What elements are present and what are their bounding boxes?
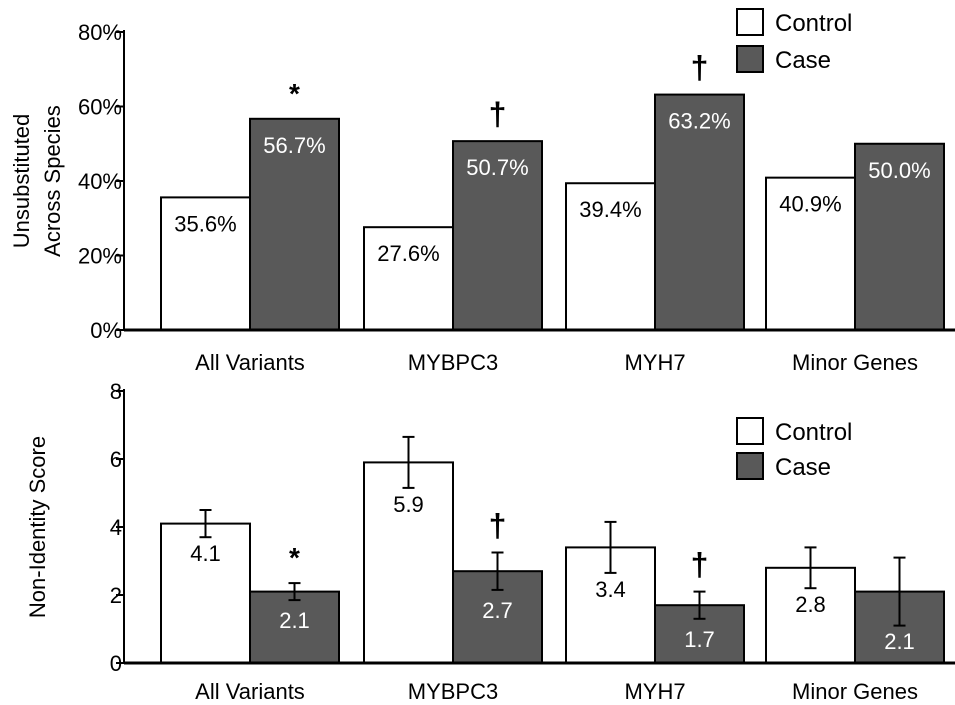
bar-value-label: 35.6% — [174, 211, 236, 236]
x-tick-label: MYBPC3 — [408, 350, 498, 375]
bar-value-label: 63.2% — [668, 109, 730, 134]
bar-value-label: 2.1 — [884, 629, 915, 654]
significance-marker: * — [289, 78, 300, 109]
bar-value-label: 1.7 — [684, 627, 715, 652]
legend-label: Case — [775, 47, 831, 74]
bar-value-label: 3.4 — [595, 577, 626, 602]
bar-value-label: 50.0% — [868, 158, 930, 183]
significance-marker: † — [691, 50, 709, 86]
y-tick-label: 8 — [110, 379, 122, 404]
bar-value-label: 50.7% — [466, 155, 528, 180]
legend-swatch-control — [736, 417, 764, 445]
bar-control — [363, 226, 454, 331]
bar-case — [654, 93, 745, 331]
bar-control — [765, 176, 856, 331]
significance-marker: † — [489, 96, 507, 132]
x-tick-label: Minor Genes — [792, 679, 918, 704]
bar-value-label: 2.1 — [279, 608, 310, 633]
bar-case — [452, 140, 543, 331]
x-tick-label: MYH7 — [624, 350, 685, 375]
x-tick-label: All Variants — [195, 350, 305, 375]
legend-swatch-control — [736, 8, 764, 36]
bar-value-label: 2.7 — [482, 598, 513, 623]
significance-marker: † — [489, 508, 507, 544]
y-tick-label: 2 — [110, 583, 122, 608]
bar-control — [363, 461, 454, 664]
x-tick-label: Minor Genes — [792, 350, 918, 375]
x-tick-label: All Variants — [195, 679, 305, 704]
y-tick-label: 6 — [110, 447, 122, 472]
legend-swatch-case — [736, 452, 764, 480]
chart-panel-2: 0 2 4 6 8 Non-Identity Score 4.1 2.1 * All Varian… — [25, 379, 955, 704]
y-tick-label: 0% — [90, 318, 122, 343]
bar-value-label: 40.9% — [779, 192, 841, 217]
bar-value-label: 56.7% — [263, 133, 325, 158]
bar-value-label: 4.1 — [190, 541, 221, 566]
y-tick-label: 40% — [78, 169, 122, 194]
y-axis-label: Non-Identity Score — [25, 436, 50, 618]
y-tick-label: 80% — [78, 20, 122, 45]
legend: Control Case — [736, 417, 852, 481]
bar-case — [249, 590, 340, 664]
y-tick-label: 0 — [110, 651, 122, 676]
y-axis-label: Across Species — [40, 105, 65, 257]
legend-swatch-case — [736, 45, 764, 73]
legend-label: Case — [775, 454, 831, 481]
chart-panel-1: 0% 20% 40% 60% 80% Unsubstituted Across Specie… — [9, 8, 955, 375]
bar-value-label: 5.9 — [393, 492, 424, 517]
legend-label: Control — [775, 419, 852, 446]
x-tick-label: MYBPC3 — [408, 679, 498, 704]
y-axis-label: Unsubstituted — [9, 114, 34, 249]
significance-marker: * — [289, 542, 300, 573]
significance-marker: † — [691, 547, 709, 583]
bar-control — [160, 196, 251, 331]
y-tick-label: 4 — [110, 515, 122, 540]
bar-case — [854, 142, 945, 331]
bar-value-label: 2.8 — [795, 592, 826, 617]
bar-value-label: 27.6% — [377, 241, 439, 266]
bar-value-label: 39.4% — [579, 197, 641, 222]
y-tick-label: 20% — [78, 244, 122, 269]
y-tick-label: 60% — [78, 95, 122, 120]
legend: Control Case — [736, 8, 852, 74]
legend-label: Control — [775, 10, 852, 37]
x-tick-label: MYH7 — [624, 679, 685, 704]
bar-control — [565, 182, 656, 331]
